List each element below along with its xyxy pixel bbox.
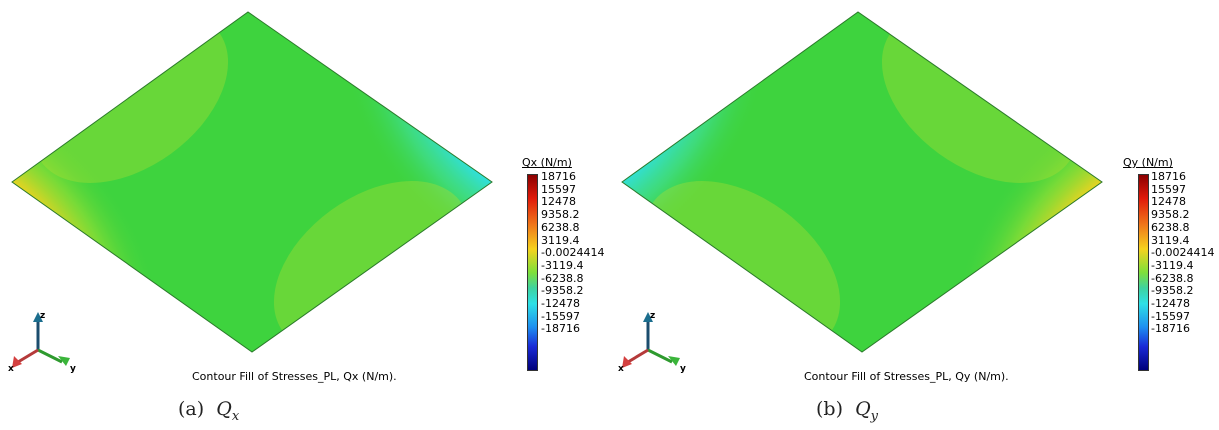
legend-value: -12478 [1151,297,1190,311]
legend-value: -18716 [541,322,580,336]
legend-value: 6238.8 [541,220,580,234]
legend-value: -15597 [1151,309,1190,323]
legend-value: -6238.8 [541,271,584,285]
subcaption-symbol: Q [855,398,871,420]
axis-label-z: z [40,311,45,321]
legend-value: 9358.2 [541,208,580,222]
axis-label-y: y [70,364,76,374]
plate-outline [621,11,1103,353]
legend-value: 18716 [1151,170,1186,183]
legend-value: -12478 [541,297,580,311]
subcaption-label: (b) [816,398,843,420]
legend-title: Qy (N/m) [1123,156,1173,169]
legend-value: -3119.4 [541,258,584,272]
subcaption-a: (a) Qx [178,398,239,424]
legend-value: -9358.2 [1151,284,1194,298]
legend-value: 15597 [541,182,576,196]
legend-value: -3119.4 [1151,258,1194,272]
axis-label-z: z [650,311,655,321]
legend-labels: 18716 15597 12478 9358.2 6238.8 3119.4 -… [1137,170,1215,336]
subcaption-label: (a) [178,398,205,420]
axis-triad: z y x [8,311,76,374]
contour-panel-qx: z y x Qx (N/m) 18716 15597 12478 9358.2 … [0,0,609,430]
legend-value: 18716 [541,170,576,183]
legend-value: -0.0024414 [541,246,605,260]
plate-surface [622,12,1102,352]
legend-value: -15597 [541,309,580,323]
contour-caption: Contour Fill of Stresses_PL, Qy (N/m). [804,370,1009,383]
plate-surface [12,12,492,352]
legend-value: -9358.2 [541,284,584,298]
axis-triad: z y x [618,311,686,374]
contour-panel-qy: z y x Qy (N/m) 18716 15597 12478 9358.2 … [610,0,1219,430]
axis-label-x: x [8,364,14,374]
legend-value: 3119.4 [1151,233,1190,247]
plate-outline [11,11,493,353]
contour-caption: Contour Fill of Stresses_PL, Qx (N/m). [192,370,397,383]
subcaption-subscript: x [231,408,240,424]
subcaption-b: (b) Qy [816,398,878,424]
legend-value: -0.0024414 [1151,246,1215,260]
legend-value: 9358.2 [1151,208,1190,222]
legend-colorbar [527,174,538,371]
legend-value: -6238.8 [1151,271,1194,285]
legend-labels: 18716 15597 12478 9358.2 6238.8 3119.4 -… [541,170,605,336]
subcaption-subscript: y [870,408,879,424]
contour-plot-qx: z y x [8,11,493,374]
legend-value: -18716 [1151,322,1190,336]
axis-label-x: x [618,364,624,374]
legend-title: Qx (N/m) [522,156,572,169]
subcaption-symbol: Q [216,398,232,420]
contour-plot-qy: z y x [618,11,1103,374]
legend-value: 3119.4 [541,233,580,247]
legend-colorbar [1138,174,1149,371]
axis-label-y: y [680,364,686,374]
legend-value: 12478 [541,195,576,209]
legend-value: 6238.8 [1151,220,1190,234]
legend-value: 15597 [1151,182,1186,196]
legend-value: 12478 [1151,195,1186,209]
